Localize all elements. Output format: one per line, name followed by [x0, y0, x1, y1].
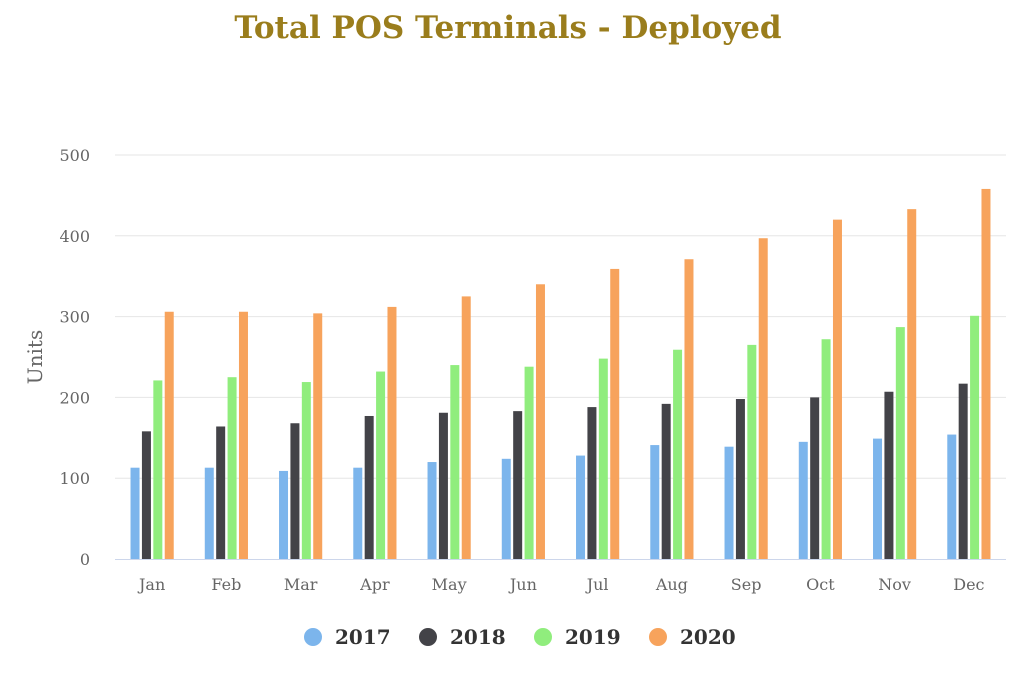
bar-2018-Jul [587, 407, 597, 559]
legend-label: 2020 [680, 625, 736, 649]
bar-2019-Oct [821, 339, 831, 559]
grid-lines [115, 154, 1006, 479]
bar-2019-May [450, 365, 460, 559]
bar-2017-Jan [130, 467, 140, 559]
bar-2019-Nov [895, 327, 905, 559]
bar-2020-Dec [981, 188, 991, 559]
legend-item-2017[interactable]: 2017 [304, 625, 391, 649]
bar-2020-Feb [238, 311, 248, 559]
bar-2019-Jul [598, 358, 608, 559]
x-tick-label: May [432, 575, 467, 594]
legend: 2017 2018 2019 2020 [304, 625, 736, 649]
bar-2019-Jan [153, 380, 163, 559]
bar-2017-Jul [576, 455, 586, 559]
bar-2018-Mar [290, 423, 300, 559]
x-tick-label: Feb [211, 575, 241, 594]
bar-2020-Nov [907, 209, 917, 560]
legend-label: 2017 [335, 625, 391, 649]
bar-2018-Jan [141, 431, 151, 559]
bar-2018-Feb [216, 426, 226, 559]
bar-2018-Jun [513, 411, 523, 559]
bar-2020-Mar [313, 313, 323, 559]
y-tick-label: 200 [59, 388, 90, 407]
bars [130, 188, 991, 560]
bar-2019-Sep [747, 344, 757, 559]
x-tick-label: Oct [806, 575, 835, 594]
bar-2020-Aug [684, 259, 694, 559]
bar-2017-Oct [798, 441, 808, 559]
x-tick-label: Nov [878, 575, 911, 594]
legend-item-2018[interactable]: 2018 [419, 625, 506, 649]
bar-2017-May [427, 462, 437, 559]
bar-2017-Aug [650, 445, 660, 559]
bar-2017-Sep [724, 446, 734, 559]
bar-2017-Feb [204, 467, 214, 559]
bar-2020-Jul [610, 268, 620, 559]
bar-2017-Nov [873, 438, 883, 559]
y-axis-label: Units [23, 330, 47, 384]
legend-item-2019[interactable]: 2019 [534, 625, 621, 649]
bar-2019-Feb [227, 377, 237, 559]
x-tick-label: Jun [508, 575, 537, 594]
x-axis: Jan Feb Mar Apr May Jun Jul Aug Sep Oct Nov Dec [115, 559, 1006, 594]
bar-2020-Apr [387, 306, 397, 559]
bar-2019-Aug [673, 349, 683, 559]
x-tick-label: Aug [655, 575, 688, 594]
bar-2018-Apr [364, 415, 374, 559]
legend-item-2020[interactable]: 2020 [649, 625, 736, 649]
x-tick-label: Apr [359, 575, 390, 594]
y-tick-label: 500 [59, 146, 90, 165]
x-tick-label: Jan [137, 575, 165, 594]
legend-label: 2019 [565, 625, 621, 649]
bar-2018-Dec [958, 383, 968, 559]
y-tick-label: 400 [59, 227, 90, 246]
legend-marker [304, 628, 322, 646]
chart-title: Total POS Terminals - Deployed [234, 10, 782, 46]
bar-2019-Apr [376, 371, 386, 559]
bar-2020-Oct [832, 219, 842, 559]
x-tick-label: Dec [953, 575, 984, 594]
bar-2018-Oct [810, 397, 820, 559]
legend-label: 2018 [450, 625, 506, 649]
bar-2020-Sep [758, 238, 768, 559]
bar-2018-Sep [735, 399, 745, 559]
y-tick-label: 0 [80, 550, 90, 569]
bar-2017-Apr [353, 467, 363, 559]
bar-2019-Dec [970, 315, 980, 559]
bar-2017-Dec [947, 434, 957, 559]
y-tick-label: 100 [59, 469, 90, 488]
bar-2020-Jan [164, 311, 174, 559]
legend-marker [419, 628, 437, 646]
bar-2017-Mar [279, 470, 289, 559]
bar-2017-Jun [501, 458, 511, 559]
y-tick-label: 300 [59, 308, 90, 327]
bar-2018-Aug [661, 403, 671, 559]
legend-marker [649, 628, 667, 646]
bar-2018-May [438, 412, 448, 559]
x-tick-label: Mar [284, 575, 318, 594]
bar-2019-Jun [524, 366, 534, 559]
y-axis: 0 100 200 300 400 500 Units [23, 146, 90, 569]
legend-marker [534, 628, 552, 646]
bar-2020-May [461, 296, 471, 559]
bar-2019-Mar [301, 382, 311, 559]
x-tick-label: Jul [585, 575, 609, 594]
bar-2018-Nov [884, 391, 894, 559]
x-tick-label: Sep [731, 575, 762, 594]
bar-2020-Jun [535, 284, 545, 559]
